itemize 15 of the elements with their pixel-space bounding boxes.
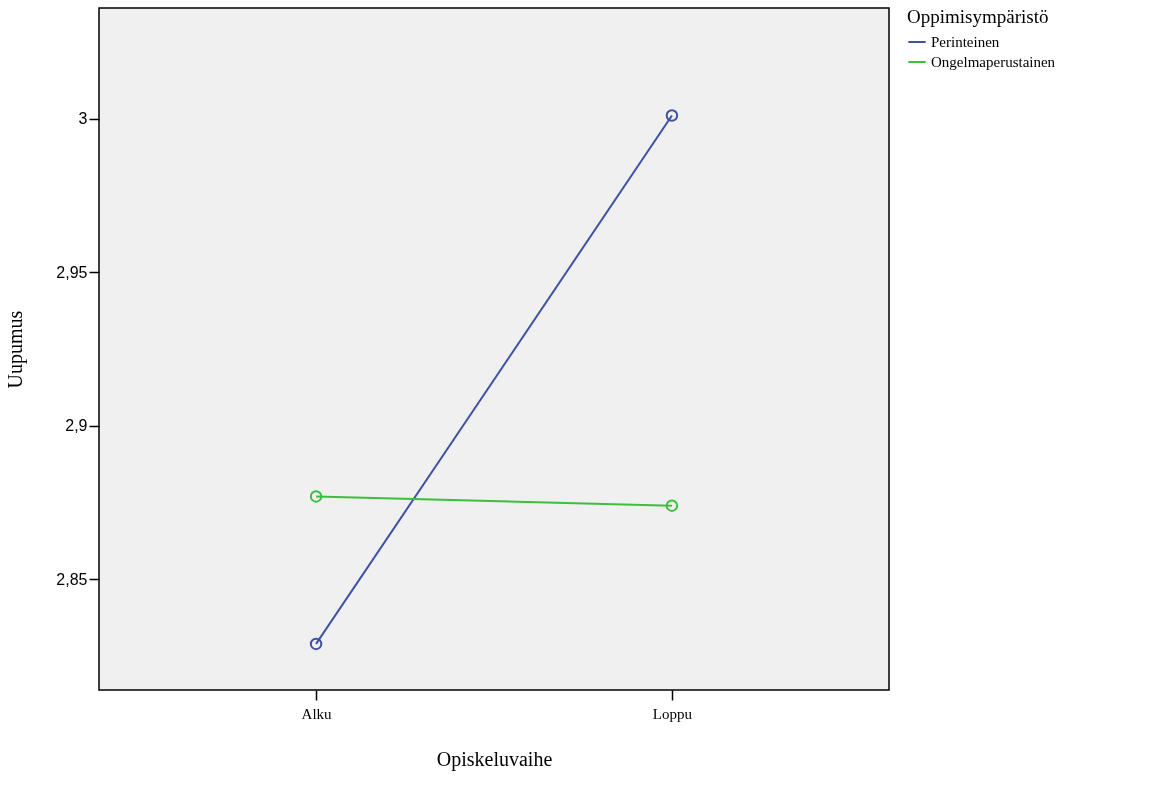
y-tick-label: 2,9 (65, 417, 88, 435)
point (309, 637, 323, 651)
y-tick-label: 3 (78, 110, 88, 128)
point (665, 499, 679, 512)
legend-label: Ongelmaperustainen (931, 54, 1056, 70)
point (309, 490, 323, 503)
x-tick-label: Loppu (652, 705, 693, 722)
y-tick-label: 2,95 (56, 263, 88, 281)
legend-label: Perinteinen (931, 34, 1000, 50)
y-axis-title: Uupumus (4, 310, 28, 389)
x-tick-label: Alku (301, 705, 333, 722)
point (665, 109, 679, 122)
x-axis-title: Opiskeluvaihe (436, 747, 553, 771)
legend-title: Oppimisympäristö (907, 6, 1049, 27)
y-tick-label: 2,85 (56, 570, 88, 588)
